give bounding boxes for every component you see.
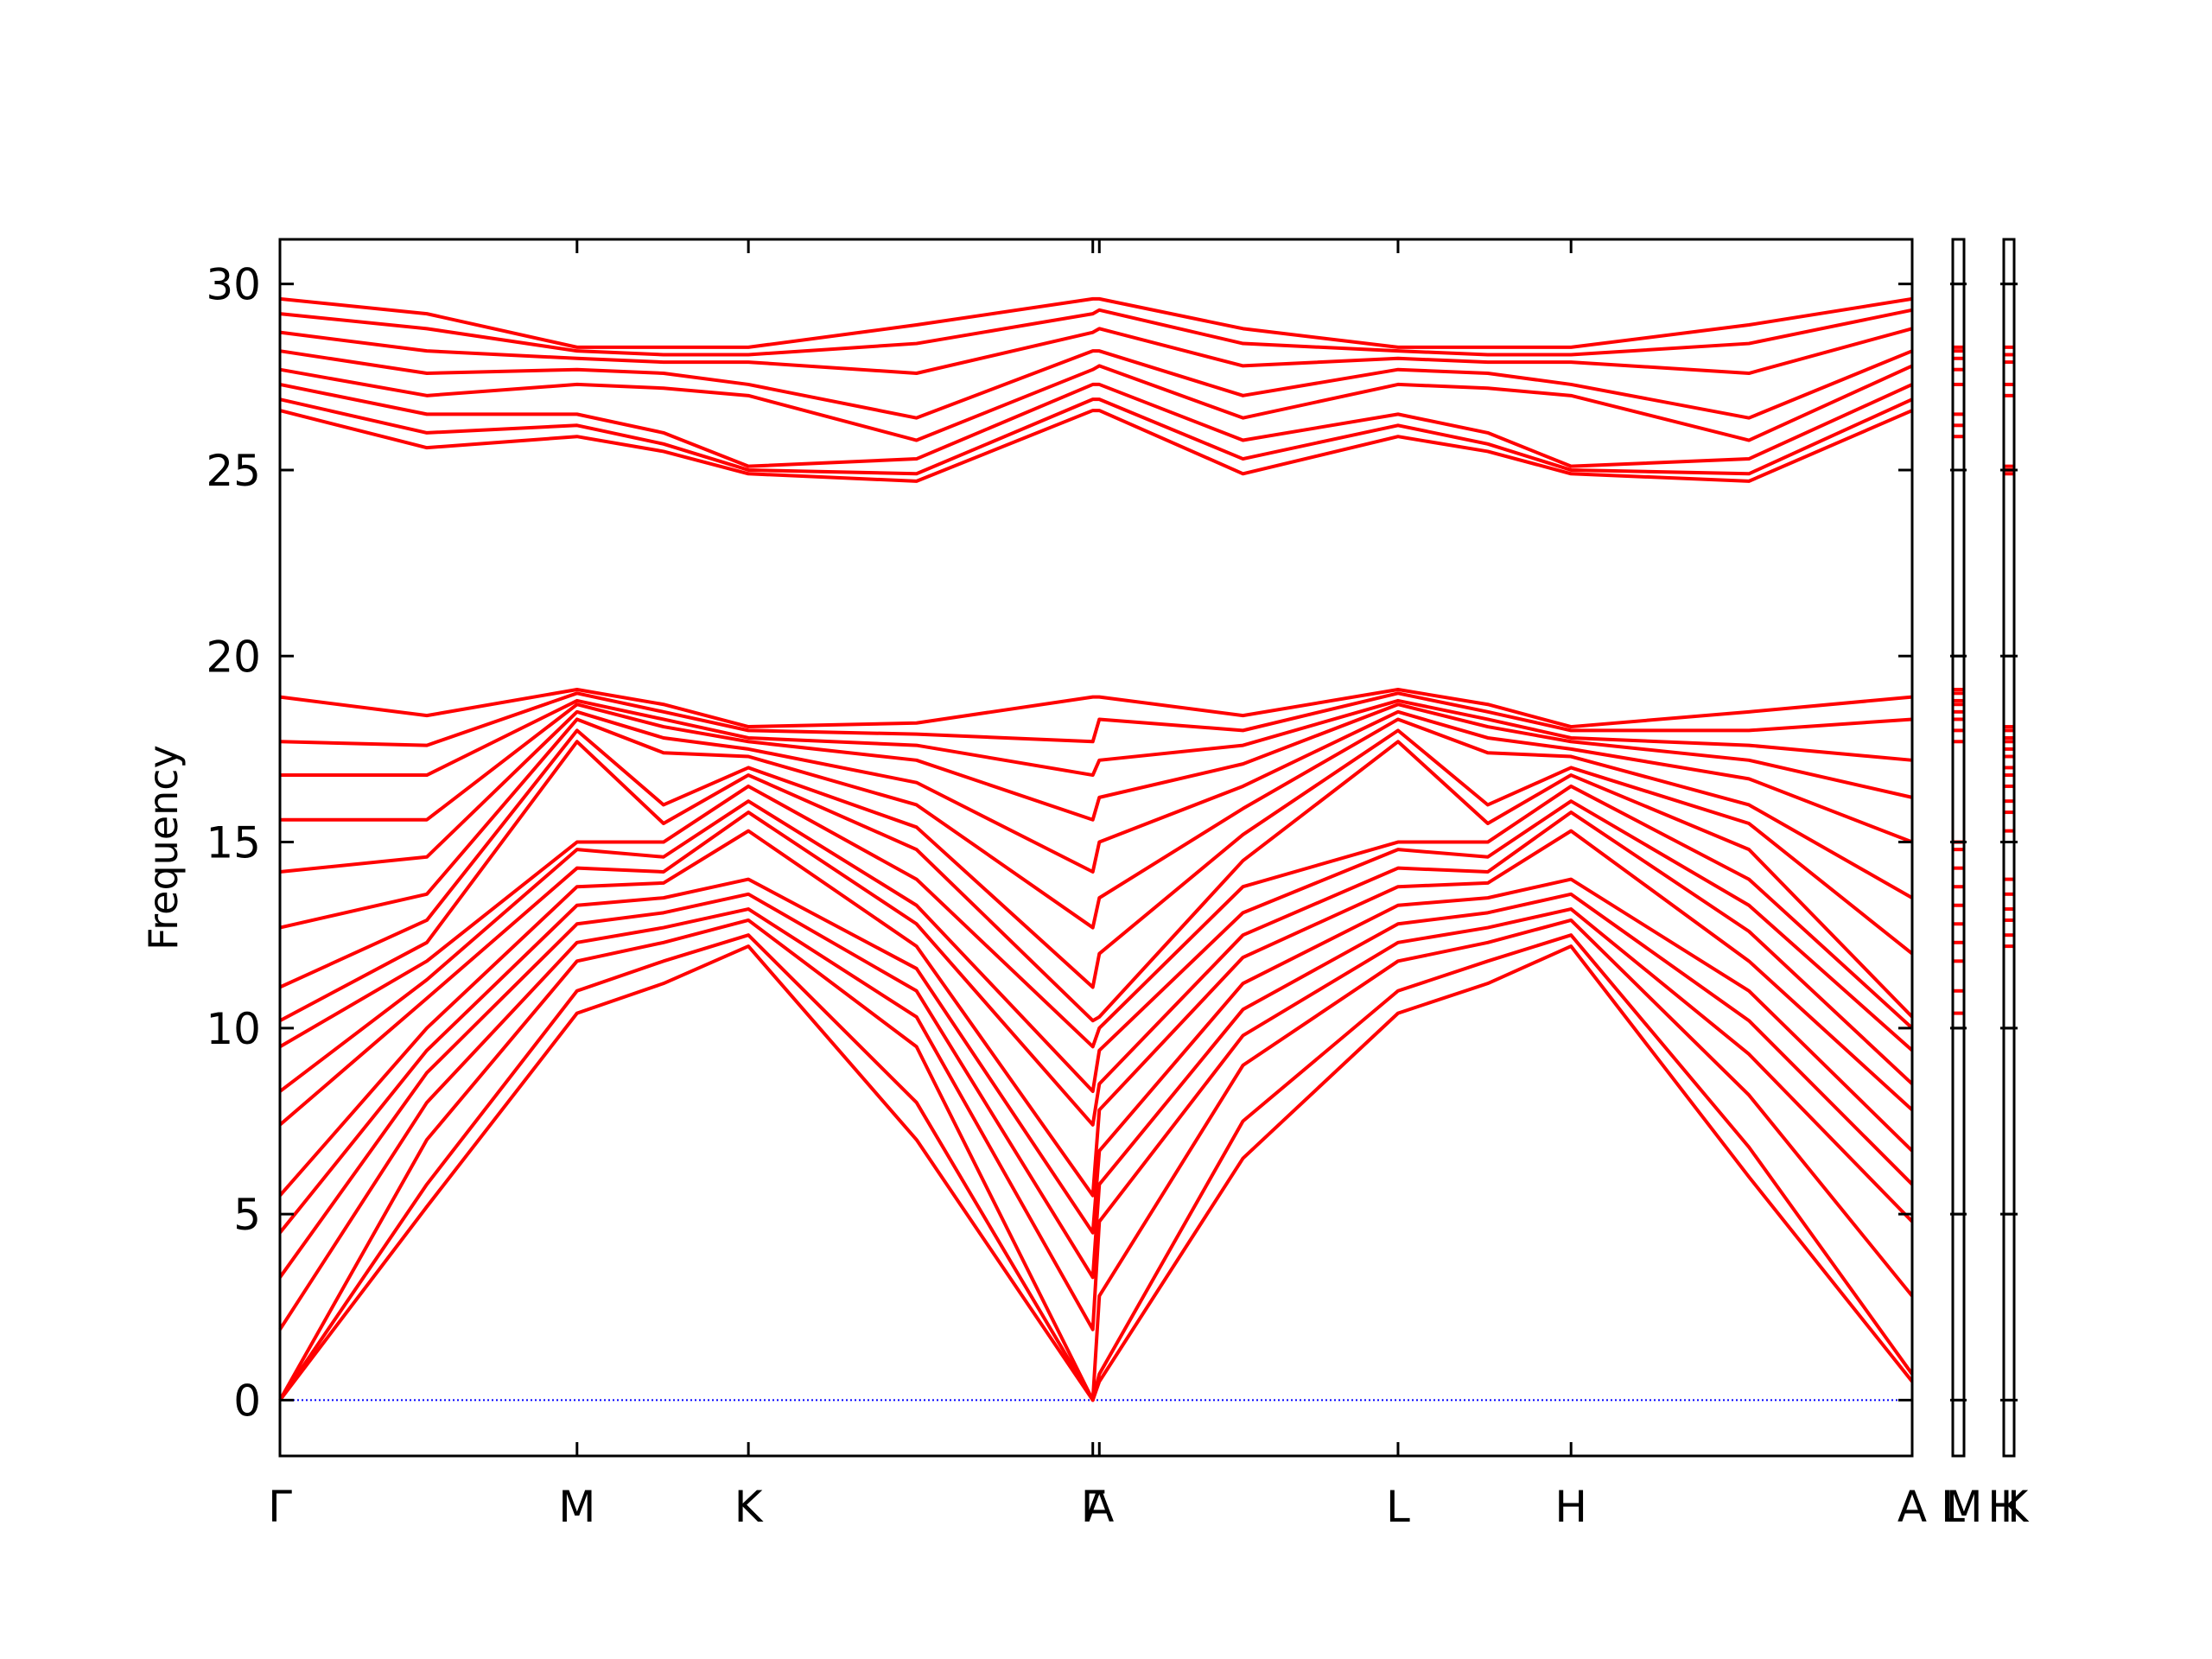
band-line <box>278 810 1914 1127</box>
band-line <box>278 829 1914 1198</box>
band-line <box>279 409 1913 483</box>
band-line <box>278 799 1914 1094</box>
band-line <box>279 364 1913 442</box>
x-tick-label: Γ <box>268 1482 292 1532</box>
y-tick-label: 30 <box>206 260 261 310</box>
y-tick-label: 15 <box>206 818 261 868</box>
y-axis-label: Frequency <box>140 745 187 950</box>
x-tick-label: K <box>2000 1482 2030 1532</box>
band-line <box>279 397 1913 476</box>
band-line <box>278 918 1914 1402</box>
band-line <box>279 688 1913 729</box>
band-line <box>279 349 1913 420</box>
x-tick-label: L <box>1941 1482 1965 1532</box>
band-line <box>279 296 1913 349</box>
band-line <box>279 691 1913 747</box>
band-line <box>278 907 1914 1332</box>
band-line <box>280 702 1913 822</box>
y-tick-label: 0 <box>233 1376 261 1426</box>
band-line <box>279 740 1914 1023</box>
band-line <box>279 382 1913 468</box>
band-line <box>278 877 1914 1235</box>
x-tick-label: H <box>1987 1482 2020 1532</box>
x-tick-label: A <box>1897 1482 1927 1532</box>
band-line <box>279 728 1914 989</box>
plot-frame <box>1951 238 1966 1458</box>
x-tick-label: K <box>734 1482 764 1532</box>
x-tick-label: M <box>1945 1482 1982 1532</box>
y-tick-label: 25 <box>206 446 261 496</box>
y-tick-label: 10 <box>206 1004 261 1054</box>
band-line <box>278 892 1914 1280</box>
band-line <box>278 784 1914 1049</box>
x-tick-label: M <box>558 1482 595 1532</box>
x-tick-label: L <box>1386 1482 1410 1532</box>
band-line <box>280 698 1913 778</box>
band-line <box>279 717 1913 930</box>
band-line <box>278 933 1914 1402</box>
band-line <box>279 308 1913 357</box>
band-line <box>279 327 1913 376</box>
x-tick-label: Γ <box>1081 1482 1105 1532</box>
x-tick-label: A <box>1084 1482 1114 1532</box>
band-line <box>279 709 1913 874</box>
plot-frame <box>278 238 1914 1458</box>
y-tick-label: 5 <box>233 1190 261 1240</box>
y-tick-label: 20 <box>206 632 261 682</box>
x-tick-label: H <box>1554 1482 1587 1532</box>
plot-frame <box>2002 238 2016 1458</box>
